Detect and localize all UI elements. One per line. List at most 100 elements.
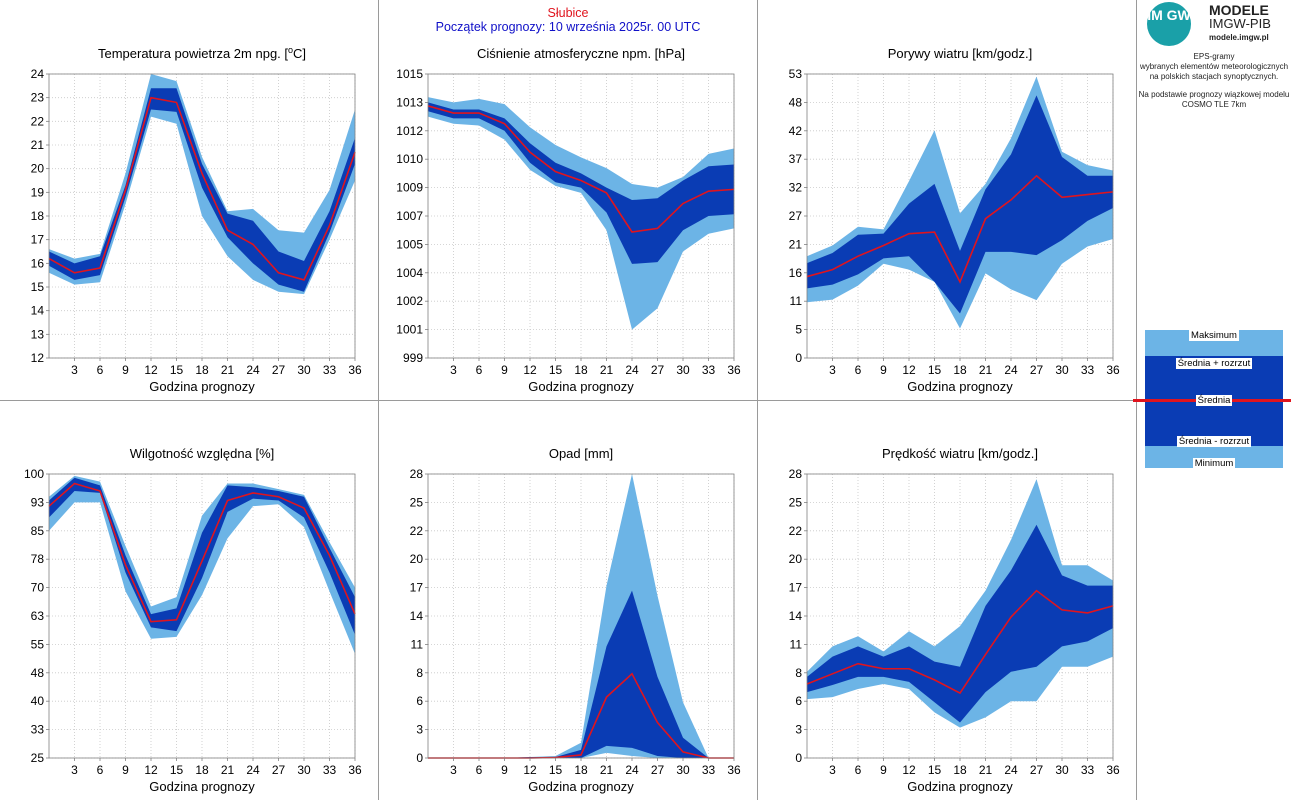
y-tick-label: 17 <box>789 581 803 595</box>
x-tick-label: 27 <box>651 363 665 377</box>
desc-line4: Na podstawie prognozy wiązkowej modelu <box>1138 90 1290 99</box>
x-tick-label: 18 <box>195 363 209 377</box>
y-tick-label: 20 <box>31 162 45 176</box>
x-tick-label: 30 <box>1055 763 1069 777</box>
x-tick-label: 9 <box>501 763 508 777</box>
y-tick-label: 18 <box>31 209 45 223</box>
y-tick-label: 14 <box>31 304 45 318</box>
x-tick-label: 21 <box>600 763 614 777</box>
x-tick-label: 27 <box>1030 363 1044 377</box>
imgw-logo[interactable]: IM GW MODELE IMGW-PIB modele.imgw.pl <box>1137 0 1291 48</box>
y-tick-label: 16 <box>31 256 45 270</box>
y-tick-label: 0 <box>416 751 423 765</box>
spread-band <box>807 95 1113 314</box>
y-tick-label: 11 <box>790 637 803 651</box>
mean-line <box>806 589 1114 695</box>
y-tick-label: 17 <box>410 581 424 595</box>
x-tick-label: 15 <box>928 363 942 377</box>
x-tick-label: 36 <box>727 363 741 377</box>
legend-max: Maksimum <box>1145 330 1283 341</box>
y-tick-label: 6 <box>416 694 423 708</box>
forecast-header: Słubice Początek prognozy: 10 września 2… <box>379 6 757 34</box>
spread-band <box>807 524 1113 723</box>
spread-band <box>428 590 734 758</box>
x-tick-label: 12 <box>523 363 537 377</box>
x-tick-label: 30 <box>676 363 690 377</box>
y-tick-label: 14 <box>789 609 803 623</box>
y-tick-label: 70 <box>31 581 45 595</box>
y-tick-label: 23 <box>31 91 45 105</box>
chart-title-sup: o <box>288 45 293 55</box>
desc-line1: EPS-gramy <box>1193 52 1235 61</box>
y-tick-label: 40 <box>31 694 45 708</box>
y-tick-label: 21 <box>789 237 803 251</box>
x-tick-label: 33 <box>702 363 716 377</box>
desc-line5: COSMO TLE 7km <box>1181 100 1247 109</box>
x-tick-label: 15 <box>549 763 563 777</box>
y-tick-label: 20 <box>789 552 803 566</box>
y-tick-label: 11 <box>411 637 424 651</box>
x-tick-label: 6 <box>476 763 483 777</box>
x-tick-label: 9 <box>880 763 887 777</box>
y-tick-label: 78 <box>31 552 45 566</box>
x-tick-label: 33 <box>702 763 716 777</box>
imgw-globe-icon: IM GW <box>1147 2 1191 46</box>
y-tick-label: 13 <box>31 327 45 341</box>
station-name: Słubice <box>547 6 589 20</box>
chart-title: Ciśnienie atmosferyczne npm. [hPa] <box>477 46 685 61</box>
y-tick-label: 1010 <box>396 152 423 166</box>
x-tick-label: 12 <box>523 763 537 777</box>
min-max-band <box>428 97 734 330</box>
x-tick-label: 36 <box>727 763 741 777</box>
x-tick-label: 18 <box>574 363 588 377</box>
y-tick-label: 0 <box>795 751 802 765</box>
y-tick-label: 28 <box>789 467 803 481</box>
y-tick-label: 14 <box>410 609 424 623</box>
y-tick-label: 22 <box>410 524 424 538</box>
x-tick-label: 18 <box>195 763 209 777</box>
legend-min-label: Minimum <box>1192 458 1236 469</box>
y-tick-label: 17 <box>31 233 45 247</box>
x-tick-label: 36 <box>348 363 362 377</box>
y-tick-label: 1002 <box>396 294 423 308</box>
x-tick-label: 36 <box>348 763 362 777</box>
y-tick-label: 11 <box>790 294 803 308</box>
y-tick-label: 1012 <box>396 124 423 138</box>
x-tick-label: 33 <box>323 763 337 777</box>
x-tick-label: 36 <box>1106 363 1120 377</box>
y-tick-label: 15 <box>31 280 45 294</box>
y-tick-label: 48 <box>31 666 45 680</box>
y-tick-label: 55 <box>31 637 45 651</box>
x-tick-label: 21 <box>221 763 235 777</box>
mean-line <box>48 482 356 623</box>
y-tick-label: 19 <box>31 185 45 199</box>
y-tick-label: 37 <box>789 152 803 166</box>
x-tick-label: 24 <box>625 763 639 777</box>
y-tick-label: 1013 <box>396 95 423 109</box>
x-tick-label: 9 <box>122 763 129 777</box>
y-tick-label: 28 <box>410 467 424 481</box>
x-tick-label: 3 <box>71 763 78 777</box>
x-tick-label: 27 <box>1030 763 1044 777</box>
x-tick-label: 12 <box>902 363 916 377</box>
x-tick-label: 24 <box>625 363 639 377</box>
x-tick-label: 3 <box>829 363 836 377</box>
y-tick-label: 25 <box>410 495 424 509</box>
x-tick-label: 24 <box>1004 763 1018 777</box>
chart-title-suffix: C] <box>293 46 306 61</box>
x-tick-label: 6 <box>855 363 862 377</box>
x-tick-label: 15 <box>928 763 942 777</box>
y-tick-label: 999 <box>403 351 423 365</box>
x-axis-label: Godzina prognozy <box>149 779 255 794</box>
x-tick-label: 24 <box>1004 363 1018 377</box>
spread-band <box>49 477 355 635</box>
legend-mean-plus: Średnia + rozrzut <box>1145 358 1283 369</box>
logo-url: modele.imgw.pl <box>1209 33 1269 42</box>
desc-line2: wybranych elementów meteorologicznych <box>1139 62 1289 71</box>
legend-mean-minus: Średnia - rozrzut <box>1145 436 1283 447</box>
mean-line <box>427 105 735 233</box>
x-axis-label: Godzina prognozy <box>907 779 1013 794</box>
